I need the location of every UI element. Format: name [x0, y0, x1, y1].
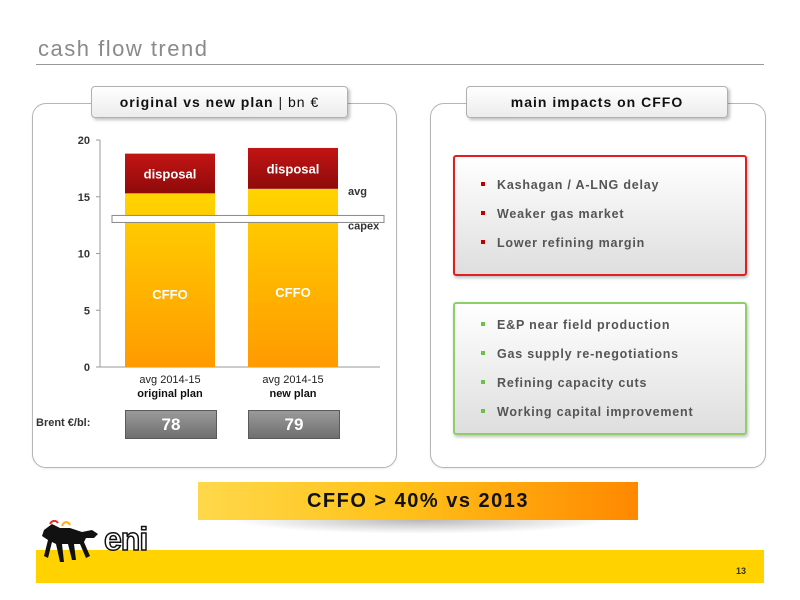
list-item: Kashagan / A-LNG delay	[481, 176, 659, 205]
page-number: 13	[736, 566, 747, 576]
avg-capex-band	[111, 214, 385, 223]
positive-impacts-box: E&P near field production Gas supply re-…	[453, 302, 747, 435]
page-title: cash flow trend	[38, 36, 209, 61]
negative-impacts-box: Kashagan / A-LNG delay Weaker gas market…	[453, 155, 747, 276]
disposal-bar	[125, 153, 215, 194]
y-tick-label: 5	[84, 305, 90, 317]
category-label-line1: avg 2014-15	[262, 374, 323, 386]
bullet-icon	[481, 379, 485, 384]
bullet-icon	[481, 321, 485, 326]
brent-value-original: 78	[125, 410, 217, 439]
avg-capex-label-1: avg	[348, 186, 367, 198]
positive-impacts-list: E&P near field production Gas supply re-…	[481, 316, 693, 432]
avg-capex-label-2: capex	[348, 220, 380, 232]
y-tick-label: 20	[78, 135, 90, 147]
cffo-label: CFFO	[152, 287, 187, 302]
y-tick-label: 10	[78, 249, 90, 261]
right-panel-header: main impacts on CFFO	[466, 86, 728, 118]
footer-bar	[36, 550, 764, 583]
bars: disposal CFFO disposal CFFO	[125, 147, 338, 367]
cffo-label: CFFO	[275, 285, 310, 300]
bullet-icon	[481, 210, 485, 215]
disposal-bar	[248, 147, 338, 189]
list-item: Gas supply re-negotiations	[481, 345, 693, 374]
title-divider	[36, 64, 764, 65]
banner-shadow	[230, 520, 610, 534]
list-item: Refining capacity cuts	[481, 374, 693, 403]
category-label-line1: avg 2014-15	[139, 374, 200, 386]
cash-flow-chart: 0 5 10 15 20 disposal CFFO disposal CFFO avg cap…	[78, 135, 385, 400]
y-tick-label: 0	[84, 362, 90, 374]
disposal-label: disposal	[267, 161, 320, 176]
six-legged-dog-icon	[42, 520, 98, 562]
disposal-label: disposal	[144, 166, 197, 181]
avg-capex-line: avg capex	[111, 186, 385, 232]
left-header-unit: bn €	[287, 94, 320, 110]
eni-wordmark: eni	[103, 520, 149, 558]
cffo-banner: CFFO > 40% vs 2013	[198, 482, 638, 520]
brent-label: Brent €/bl:	[36, 417, 91, 429]
left-header-separator: |	[273, 94, 288, 110]
bullet-icon	[481, 350, 485, 355]
list-item: Weaker gas market	[481, 205, 659, 234]
brent-value-new: 79	[248, 410, 340, 439]
left-panel-header: original vs new plan | bn €	[91, 86, 348, 118]
category-labels: avg 2014-15 original plan avg 2014-15 new p…	[137, 374, 323, 400]
y-tick-label: 15	[78, 192, 90, 204]
bullet-icon	[481, 181, 485, 186]
category-label-line2: new plan	[269, 388, 316, 400]
bullet-icon	[481, 408, 485, 413]
list-item: Working capital improvement	[481, 403, 693, 432]
category-label-line2: original plan	[137, 388, 203, 400]
negative-impacts-list: Kashagan / A-LNG delay Weaker gas market…	[481, 176, 659, 263]
left-header-title: original vs new plan	[119, 94, 274, 110]
bullet-icon	[481, 239, 485, 244]
list-item: Lower refining margin	[481, 234, 659, 263]
list-item: E&P near field production	[481, 316, 693, 345]
